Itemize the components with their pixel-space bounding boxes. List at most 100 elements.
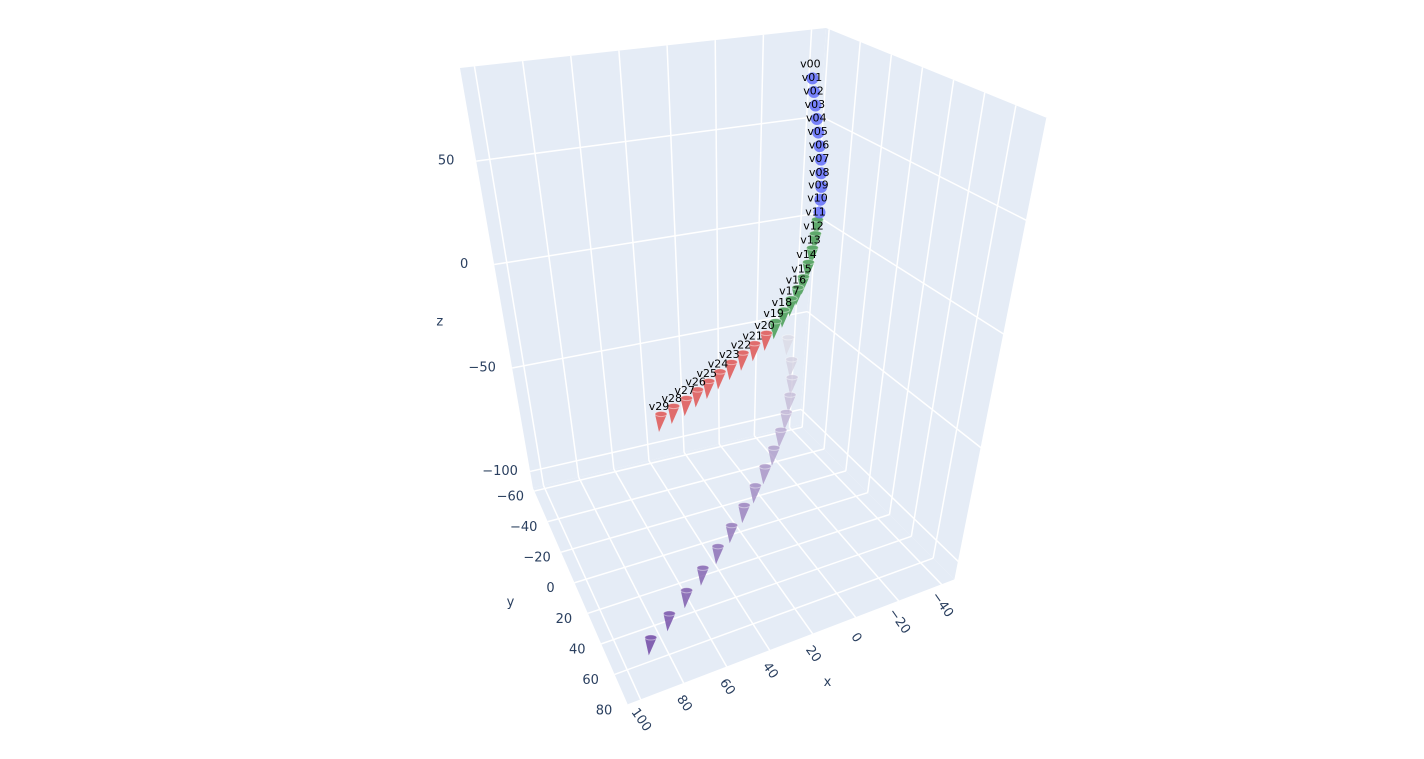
sphere (806, 72, 819, 85)
cone (696, 564, 710, 586)
cone-base (748, 482, 762, 489)
z-tick-label: 0 (460, 257, 468, 272)
point-label: v15 (791, 263, 812, 276)
sphere (809, 99, 822, 112)
cone-base (711, 543, 725, 550)
point-label: v10 (807, 192, 828, 205)
cone (662, 610, 676, 632)
sphere (815, 167, 828, 180)
x-tick-label: 60 (716, 676, 738, 698)
cone-base (758, 463, 772, 470)
cone-base (654, 410, 668, 418)
grid-line (574, 491, 868, 584)
grid-line (954, 117, 1048, 581)
cone-body (785, 359, 798, 378)
wall (800, 28, 1047, 580)
cone-body (786, 377, 799, 396)
sphere (814, 153, 827, 166)
cone-body (663, 613, 676, 632)
z-tick-label: −50 (468, 361, 495, 376)
grid-line (473, 66, 545, 486)
y-tick-label: −20 (523, 551, 550, 566)
cone (785, 356, 799, 378)
cone-body (769, 321, 782, 340)
cone (680, 394, 694, 417)
point-label: v21 (742, 329, 763, 342)
cone (779, 408, 793, 430)
sphere (814, 193, 827, 206)
z-axis-title: z (436, 315, 443, 330)
cone (783, 391, 797, 413)
point-label: v16 (786, 273, 807, 286)
x-tick-label: −40 (928, 589, 956, 620)
x-tick-label: 100 (628, 706, 655, 735)
point-label: v12 (803, 220, 824, 233)
y-axis-title: y (507, 595, 515, 610)
point-label: v02 (803, 85, 824, 98)
grid-line (866, 67, 924, 493)
point-label: v03 (805, 98, 826, 111)
point-label: v11 (805, 206, 826, 219)
y-tick-label: 0 (546, 581, 554, 596)
cone-body (784, 394, 797, 413)
cone (702, 377, 716, 399)
cone-body (782, 337, 795, 356)
grid-line (753, 34, 765, 436)
point-label: v18 (772, 296, 793, 309)
cone-base (760, 329, 774, 337)
x-tick-label: 40 (759, 660, 781, 682)
grid-line (600, 535, 912, 645)
grid-line (627, 579, 956, 706)
cone (805, 244, 819, 266)
cone (758, 463, 772, 485)
point-label: v00 (800, 57, 821, 70)
grid-line (718, 443, 857, 619)
point-label: v29 (649, 400, 670, 413)
cone-body (712, 546, 724, 565)
cone-body (774, 429, 787, 448)
cone (724, 358, 738, 381)
grid-line (560, 470, 847, 553)
grid-line (910, 92, 986, 537)
cone (781, 334, 795, 356)
sphere (812, 126, 825, 139)
x-tick-label: 20 (802, 643, 824, 665)
floor (533, 425, 955, 705)
y-tick-label: −60 (497, 490, 524, 505)
cone-body (767, 447, 780, 466)
cone (713, 368, 727, 390)
wall (460, 28, 826, 488)
grid-line (542, 485, 642, 701)
cone-base (680, 394, 694, 402)
cone-body (691, 389, 704, 408)
sphere (807, 85, 820, 98)
point-label: v26 (685, 376, 706, 389)
cone-body (777, 309, 790, 328)
grid-line (666, 45, 685, 453)
cone-base (805, 244, 819, 251)
grid-line (800, 408, 960, 563)
cone-base (736, 349, 750, 356)
cone (774, 426, 788, 448)
z-tick-label: −100 (482, 464, 518, 479)
grid-line (845, 54, 893, 471)
cone-base (785, 374, 799, 381)
cone (691, 386, 705, 408)
grid-line (806, 310, 982, 449)
cone (736, 349, 750, 371)
cone-base (767, 444, 781, 451)
x-tick-label: 0 (848, 630, 865, 645)
cone-base (644, 634, 658, 641)
point-label: v09 (808, 179, 829, 192)
cone-base (702, 377, 716, 385)
cone (760, 329, 774, 351)
grid-line (648, 460, 771, 652)
cone-body (702, 381, 715, 399)
y-tick-label: 40 (569, 642, 586, 657)
sphere (810, 113, 823, 126)
grid-line (788, 426, 943, 586)
point-label: v05 (807, 125, 828, 138)
grid-line (476, 115, 821, 162)
cone-base (696, 564, 710, 571)
